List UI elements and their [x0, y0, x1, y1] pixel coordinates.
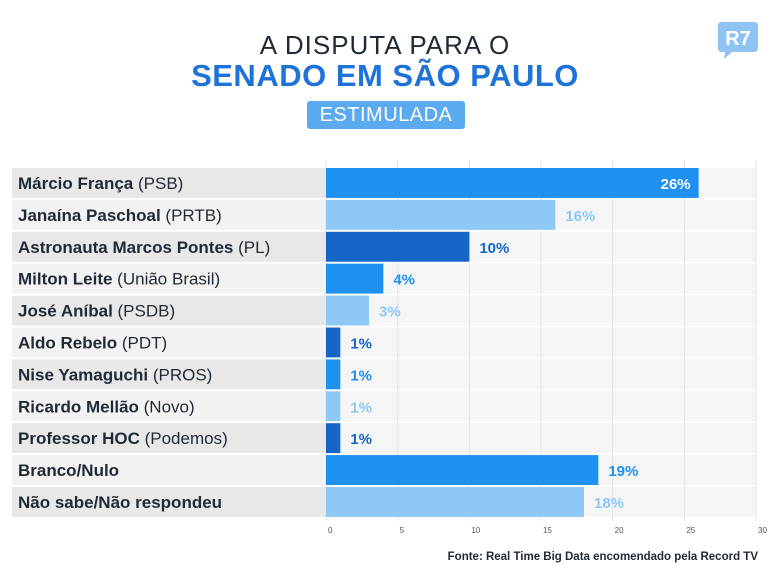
- value-label: 3%: [379, 304, 401, 321]
- x-tick-label: 10: [471, 526, 480, 535]
- row-label-background: [12, 423, 326, 454]
- candidate-party: (Podemos): [140, 429, 228, 448]
- row-label: José Aníbal (PSDB): [18, 302, 175, 321]
- row-label-background: [12, 263, 326, 294]
- row-label-background: [12, 455, 326, 485]
- row-label: Aldo Rebelo (PDT): [18, 333, 167, 352]
- value-label: 1%: [350, 367, 372, 384]
- candidate-party: (PL): [233, 238, 270, 257]
- bar: [326, 231, 470, 262]
- candidate-name: Aldo Rebelo: [18, 333, 117, 352]
- row-label-background: [12, 199, 326, 230]
- candidate-name: Márcio França: [18, 174, 134, 193]
- candidate-name: José Aníbal: [18, 302, 113, 321]
- row-label: Branco/Nulo: [18, 461, 119, 480]
- candidate-name: Nise Yamaguchi: [18, 365, 148, 384]
- value-label: 4%: [393, 272, 415, 289]
- row-label-background: [12, 391, 326, 422]
- candidate-name: Astronauta Marcos Pontes: [18, 238, 233, 257]
- x-tick-label: 25: [686, 526, 695, 535]
- x-tick-label: 20: [615, 526, 624, 535]
- candidate-party: (PDT): [117, 333, 167, 352]
- row-label: Janaína Paschoal (PRTB): [18, 206, 222, 225]
- x-tick-label: 5: [400, 526, 405, 535]
- bar: [326, 199, 556, 230]
- bar: [326, 455, 599, 485]
- x-tick-label: 0: [328, 526, 333, 535]
- value-label: 26%: [661, 176, 691, 193]
- r7-logo: R7: [718, 22, 758, 59]
- row-label: Ricardo Mellão (Novo): [18, 397, 195, 416]
- value-label: 16%: [565, 208, 595, 225]
- bar: [326, 263, 384, 294]
- source-note: Fonte: Real Time Big Data encomendado pe…: [447, 551, 758, 563]
- bar: [326, 327, 341, 358]
- value-label: 19%: [608, 463, 638, 480]
- x-tick-label: 30: [758, 526, 767, 535]
- value-label: 1%: [350, 431, 372, 448]
- candidate-party: (PROS): [148, 365, 212, 384]
- row-label: Milton Leite (União Brasil): [18, 270, 220, 289]
- candidate-name: Ricardo Mellão: [18, 397, 139, 416]
- candidate-party: (Novo): [139, 397, 195, 416]
- row-label: Professor HOC (Podemos): [18, 429, 228, 448]
- candidate-party: (União Brasil): [112, 270, 220, 289]
- candidate-name: Janaína Paschoal: [18, 206, 161, 225]
- row-label: Astronauta Marcos Pontes (PL): [18, 238, 270, 257]
- bar: [326, 295, 369, 326]
- candidate-name: Branco/Nulo: [18, 461, 119, 480]
- title-line-1: A DISPUTA PARA O: [259, 30, 511, 60]
- value-label: 1%: [350, 399, 372, 416]
- subtitle-badge: ESTIMULADA: [307, 101, 465, 129]
- row-label-background: [12, 327, 326, 358]
- value-label: 18%: [594, 495, 624, 512]
- bar: [326, 423, 341, 454]
- bar: [326, 487, 584, 517]
- value-label: 10%: [479, 240, 509, 257]
- value-label: 1%: [350, 335, 372, 352]
- row-label-background: [12, 168, 326, 198]
- row-label-background: [12, 359, 326, 390]
- candidate-party: (PSDB): [113, 302, 175, 321]
- candidate-name: Não sabe/Não respondeu: [18, 493, 222, 512]
- bar: [326, 391, 341, 422]
- title-line-2: SENADO EM SÃO PAULO: [191, 58, 579, 93]
- bar: [326, 168, 699, 198]
- bar: [326, 359, 341, 390]
- row-label: Não sabe/Não respondeu: [18, 493, 222, 512]
- row-label-background: [12, 231, 326, 262]
- candidate-name: Professor HOC: [18, 429, 140, 448]
- row-label: Nise Yamaguchi (PROS): [18, 365, 212, 384]
- candidate-party: (PRTB): [161, 206, 222, 225]
- candidate-name: Milton Leite: [18, 270, 112, 289]
- row-label-background: [12, 295, 326, 326]
- row-label: Márcio França (PSB): [18, 174, 183, 193]
- x-tick-label: 15: [543, 526, 552, 535]
- row-label-background: [12, 487, 326, 517]
- candidate-party: (PSB): [133, 174, 183, 193]
- logo-text: R7: [725, 28, 751, 50]
